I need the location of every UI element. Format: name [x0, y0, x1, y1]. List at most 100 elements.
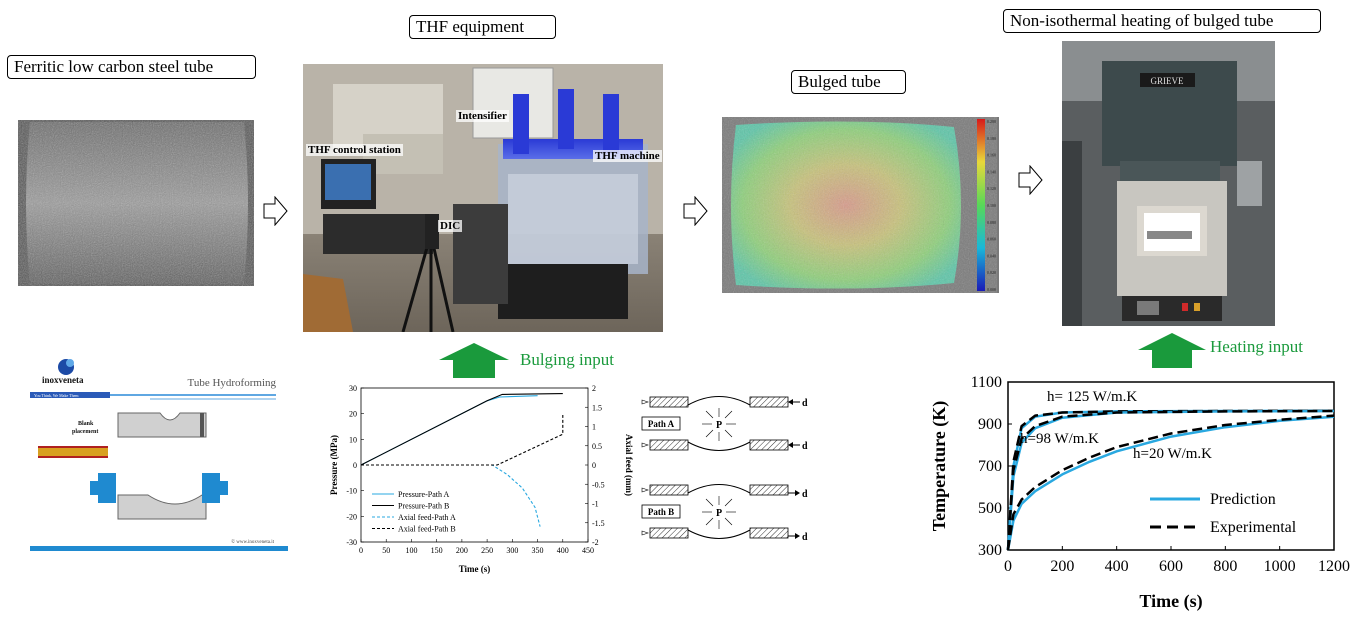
series-line: [361, 415, 564, 466]
bulging-input-label: Bulging input: [520, 350, 614, 369]
series-line: [360, 393, 563, 466]
steel-tube-photo: [18, 120, 254, 286]
dic-label: DIC: [438, 220, 463, 232]
y-axis-label: Pressure (MPa): [329, 435, 339, 495]
y-tick-label: 20: [349, 410, 357, 419]
y2-tick-label: 0.5: [592, 442, 602, 451]
colorbar-tick-label: 0.020: [987, 270, 996, 275]
d-label: d: [802, 489, 808, 500]
x-tick-label: 150: [431, 546, 443, 555]
x-tick-label: 200: [456, 546, 468, 555]
bulged-tube-label: Bulged tube: [791, 70, 906, 94]
y2-tick-label: -0.5: [592, 480, 605, 489]
series-line: [1006, 415, 1335, 551]
y2-tick-label: -1: [592, 500, 599, 509]
y2-tick-label: -1.5: [592, 519, 605, 528]
y2-tick-label: 0: [592, 461, 596, 470]
y-tick-label: 10: [349, 435, 357, 444]
colorbar-tick-label: 0.140: [987, 169, 996, 174]
colorbar-tick-label: 0.060: [987, 237, 996, 242]
y-tick-label: -20: [346, 512, 357, 521]
x-tick-label: 400: [557, 546, 569, 555]
x-tick-label: 200: [1050, 558, 1074, 575]
thf-equipment-label: THF equipment: [409, 15, 556, 39]
x-tick-label: 0: [1004, 558, 1012, 575]
legend-label: Prediction: [1210, 491, 1276, 508]
furnace-brand: GRIEVE: [1151, 76, 1184, 86]
x-tick-label: 350: [532, 546, 544, 555]
series-line: [360, 395, 538, 466]
y-tick-label: 30: [349, 384, 357, 393]
inox-title: Tube Hydroforming: [187, 377, 276, 389]
legend-label: Axial feed-Path A: [398, 513, 456, 522]
x-tick-label: 0: [359, 546, 363, 555]
y-tick-label: -10: [346, 487, 357, 496]
non-isothermal-label: Non-isothermal heating of bulged tube: [1003, 9, 1321, 33]
colorbar-tick-label: 0.000: [987, 287, 996, 292]
y2-axis-label: Axial feed (mm): [624, 434, 634, 496]
inox-blank-line1: Blank: [78, 421, 94, 427]
thf-equipment-photo: Intensifier THF control station THF mach…: [303, 64, 663, 332]
x-tick-label: 1200: [1318, 558, 1350, 575]
x-tick-label: 800: [1213, 558, 1237, 575]
x-tick-label: 600: [1159, 558, 1183, 575]
y-tick-label: 500: [978, 500, 1002, 517]
annotation: h=20 W/m.K: [1133, 446, 1212, 462]
bulging-input-arrow-icon: [439, 343, 509, 378]
x-tick-label: 1000: [1264, 558, 1296, 575]
x-tick-label: 100: [405, 546, 417, 555]
temperature-chart: 0 200 400 600 800 1000 1200 300 500 700 900 1100 Tim…: [929, 374, 1350, 612]
y-tick-label: 0: [353, 461, 357, 470]
y-tick-label: 1100: [971, 374, 1002, 391]
path-a-label: Path A: [648, 419, 675, 429]
colorbar-tick-label: 0.080: [987, 220, 996, 225]
path-a-schematic: d d Path A P: [641, 396, 808, 452]
x-tick-label: 450: [582, 546, 594, 555]
annotation: h=98 W/m.K: [1020, 431, 1099, 447]
d-label: d: [802, 441, 808, 452]
y-tick-label: 900: [978, 416, 1002, 433]
right-arrow-icon: [263, 196, 288, 226]
series-line: [1006, 414, 1335, 551]
y-tick-label: 300: [978, 542, 1002, 559]
p-label: P: [716, 508, 722, 519]
x-tick-label: 250: [481, 546, 493, 555]
x-tick-label: 50: [382, 546, 390, 555]
y2-tick-label: 2: [592, 384, 596, 393]
y-axis-label: Temperature (K): [929, 401, 950, 531]
y-tick-label: -30: [346, 538, 357, 547]
intensifier-label: Intensifier: [456, 110, 509, 122]
series-line: [361, 464, 541, 527]
series-line: [1006, 409, 1335, 551]
y-tick-label: 700: [978, 458, 1002, 475]
pressure-axial-feed-chart: 0 50 100 150 200 250 300 350 400 450-30-20-100102…: [329, 384, 634, 574]
x-tick-label: 300: [506, 546, 518, 555]
control-station-label: THF control station: [306, 144, 403, 156]
p-label: P: [716, 420, 722, 431]
colorbar-tick-label: 0.200: [987, 119, 996, 124]
ferritic-label: Ferritic low carbon steel tube: [7, 55, 256, 79]
series-line: [1006, 409, 1335, 551]
inox-tagline: You Think, We Make Them: [34, 393, 79, 399]
heating-input-label: Heating input: [1210, 337, 1304, 356]
path-b-schematic: d d Path B P: [641, 484, 808, 543]
inoxveneta-panel: inoxveneta Tube Hydroforming You Think, …: [30, 355, 288, 551]
colorbar-tick-label: 0.120: [987, 186, 996, 191]
legend-label: Pressure-Path A: [398, 490, 450, 499]
colorbar-ticks: 0.200 0.180 0.160 0.140 0.120 0.100 0.080 0.060…: [987, 119, 996, 292]
plot-frame: [360, 387, 589, 543]
right-arrow-icon: [683, 196, 708, 226]
colorbar-tick-label: 0.100: [987, 203, 996, 208]
colorbar-tick-label: 0.040: [987, 253, 996, 258]
legend-label: Pressure-Path B: [398, 502, 449, 511]
colorbar-tick-label: 0.180: [987, 136, 996, 141]
loading-path-diagram: d d Path A P d d Path B P: [641, 396, 808, 543]
furnace-photo: GRIEVE: [1062, 41, 1275, 326]
thf-machine-label: THF machine: [593, 150, 662, 162]
bulged-tube-photo: 0.200 0.180 0.160 0.140 0.120 0.100 0.080 0.060…: [722, 117, 999, 293]
x-axis-label: Time (s): [459, 564, 491, 574]
d-label: d: [802, 532, 808, 543]
x-tick-label: 400: [1105, 558, 1129, 575]
path-b-label: Path B: [648, 507, 674, 517]
legend-label: Axial feed-Path B: [398, 525, 456, 534]
